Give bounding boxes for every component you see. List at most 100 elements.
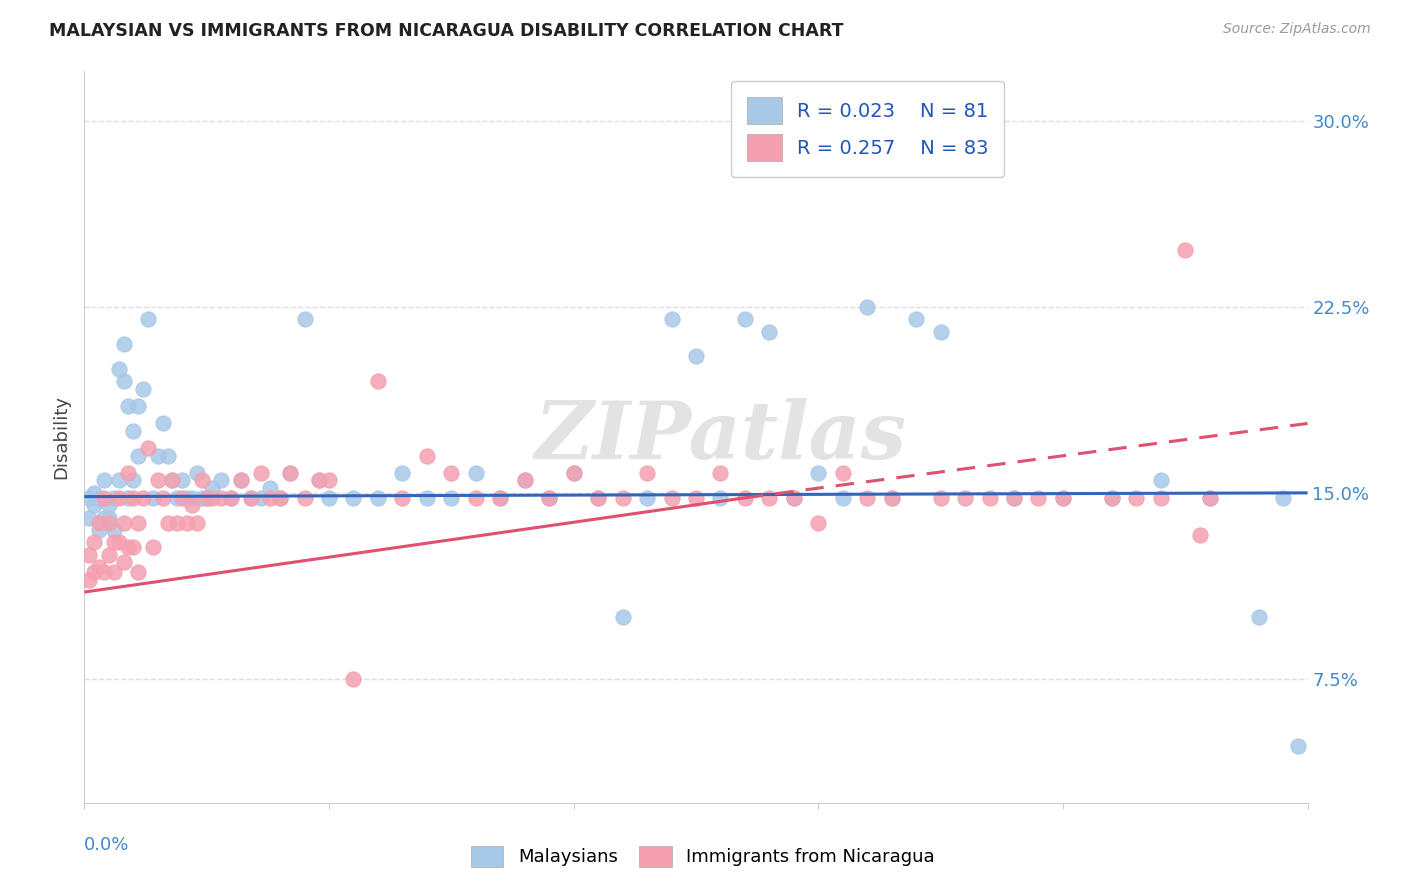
- Point: [152, 417, 174, 431]
- Point: [440, 491, 463, 505]
- Point: [127, 516, 149, 530]
- Point: [367, 491, 389, 505]
- Point: [880, 491, 903, 505]
- Point: [562, 466, 585, 480]
- Point: [709, 491, 731, 505]
- Point: [97, 510, 120, 524]
- Point: [83, 565, 105, 579]
- Point: [152, 491, 174, 505]
- Point: [195, 491, 218, 505]
- Point: [200, 481, 222, 495]
- Point: [97, 498, 120, 512]
- Point: [294, 491, 316, 505]
- Point: [219, 491, 242, 505]
- Text: Source: ZipAtlas.com: Source: ZipAtlas.com: [1223, 22, 1371, 37]
- Point: [636, 466, 658, 480]
- Point: [93, 474, 115, 488]
- Point: [176, 491, 198, 505]
- Point: [239, 491, 262, 505]
- Point: [186, 516, 208, 530]
- Point: [122, 424, 145, 438]
- Point: [117, 541, 139, 555]
- Point: [464, 466, 486, 480]
- Point: [259, 491, 281, 505]
- Point: [342, 491, 364, 505]
- Point: [229, 474, 252, 488]
- Point: [1002, 491, 1025, 505]
- Point: [239, 491, 262, 505]
- Point: [103, 535, 125, 549]
- Point: [612, 610, 634, 624]
- Point: [77, 573, 100, 587]
- Point: [107, 491, 129, 505]
- Point: [132, 491, 155, 505]
- Point: [1052, 491, 1074, 505]
- Point: [156, 516, 179, 530]
- Point: [905, 312, 928, 326]
- Point: [83, 486, 105, 500]
- Point: [156, 449, 179, 463]
- Point: [1150, 491, 1173, 505]
- Point: [112, 555, 135, 569]
- Point: [489, 491, 512, 505]
- Point: [278, 466, 301, 480]
- Point: [219, 491, 242, 505]
- Point: [586, 491, 609, 505]
- Point: [107, 535, 129, 549]
- Point: [103, 491, 125, 505]
- Point: [636, 491, 658, 505]
- Point: [93, 565, 115, 579]
- Point: [783, 491, 806, 505]
- Point: [1125, 491, 1147, 505]
- Point: [685, 491, 707, 505]
- Point: [1028, 491, 1050, 505]
- Point: [513, 474, 536, 488]
- Point: [734, 491, 756, 505]
- Point: [269, 491, 291, 505]
- Point: [758, 325, 780, 339]
- Point: [117, 491, 139, 505]
- Point: [1272, 491, 1295, 505]
- Point: [318, 491, 340, 505]
- Point: [77, 491, 100, 505]
- Point: [758, 491, 780, 505]
- Text: 0.0%: 0.0%: [84, 836, 129, 854]
- Point: [195, 491, 218, 505]
- Point: [929, 491, 952, 505]
- Point: [661, 312, 683, 326]
- Point: [880, 491, 903, 505]
- Point: [856, 491, 879, 505]
- Point: [807, 516, 830, 530]
- Point: [391, 491, 413, 505]
- Point: [440, 466, 463, 480]
- Point: [87, 523, 110, 537]
- Point: [172, 491, 194, 505]
- Point: [259, 481, 281, 495]
- Point: [200, 491, 222, 505]
- Point: [464, 491, 486, 505]
- Point: [1052, 491, 1074, 505]
- Point: [489, 491, 512, 505]
- Point: [136, 312, 159, 326]
- Point: [103, 565, 125, 579]
- Point: [249, 466, 271, 480]
- Point: [191, 474, 214, 488]
- Text: MALAYSIAN VS IMMIGRANTS FROM NICARAGUA DISABILITY CORRELATION CHART: MALAYSIAN VS IMMIGRANTS FROM NICARAGUA D…: [49, 22, 844, 40]
- Point: [112, 337, 135, 351]
- Point: [142, 541, 165, 555]
- Point: [127, 565, 149, 579]
- Point: [538, 491, 561, 505]
- Point: [538, 491, 561, 505]
- Point: [83, 535, 105, 549]
- Point: [661, 491, 683, 505]
- Point: [979, 491, 1001, 505]
- Point: [146, 474, 169, 488]
- Point: [209, 491, 232, 505]
- Point: [367, 374, 389, 388]
- Point: [162, 474, 184, 488]
- Legend: Malaysians, Immigrants from Nicaragua: Malaysians, Immigrants from Nicaragua: [464, 838, 942, 874]
- Point: [87, 516, 110, 530]
- Point: [162, 474, 184, 488]
- Point: [1286, 739, 1309, 753]
- Point: [586, 491, 609, 505]
